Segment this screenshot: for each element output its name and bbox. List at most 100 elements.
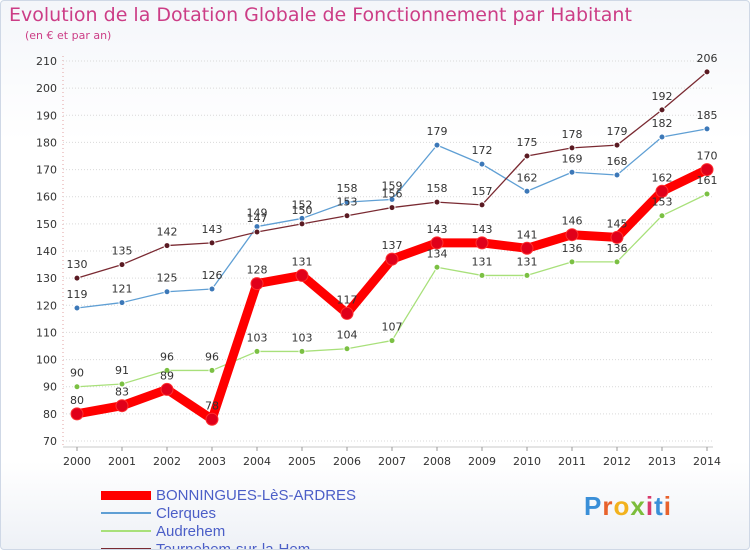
data-point	[118, 261, 126, 269]
data-label: 83	[115, 386, 129, 399]
x-tick-label: 2014	[693, 455, 721, 468]
data-label: 80	[70, 394, 84, 407]
chart-legend: BONNINGUES-LèS-ARDRES Clerques Audrehem Tou…	[101, 486, 356, 549]
data-label: 185	[697, 109, 718, 122]
data-point	[160, 382, 174, 396]
data-label: 142	[157, 226, 178, 239]
data-point	[523, 187, 531, 195]
data-label: 182	[652, 117, 673, 130]
data-point	[478, 201, 486, 209]
data-label: 136	[562, 242, 583, 255]
data-point	[613, 141, 621, 149]
logo-letter: i	[663, 491, 672, 521]
data-point	[433, 141, 441, 149]
data-label: 157	[472, 185, 493, 198]
legend-item: Clerques	[101, 504, 356, 522]
x-tick-label: 2003	[198, 455, 226, 468]
data-label: 119	[67, 288, 88, 301]
logo-letter: P	[584, 491, 603, 521]
data-point	[343, 198, 351, 206]
y-tick-label: 200	[36, 82, 57, 95]
x-tick-label: 2007	[378, 455, 406, 468]
data-label: 147	[247, 212, 268, 225]
data-label: 152	[292, 198, 313, 211]
data-point	[295, 268, 309, 282]
proxiti-logo: Proxiti	[584, 491, 672, 522]
data-point	[613, 171, 621, 179]
legend-label: BONNINGUES-LèS-ARDRES	[156, 486, 357, 504]
x-tick-label: 2011	[558, 455, 586, 468]
data-label: 137	[382, 239, 403, 252]
y-tick-label: 130	[36, 272, 57, 285]
y-tick-label: 210	[36, 55, 57, 68]
data-point	[343, 212, 351, 220]
data-label: 162	[517, 171, 538, 184]
data-point	[163, 242, 171, 250]
data-label: 159	[382, 179, 403, 192]
data-point	[658, 133, 666, 141]
y-tick-label: 70	[43, 435, 57, 448]
data-point	[250, 277, 264, 291]
legend-item: Tournehem-sur-la-Hem	[101, 540, 356, 549]
data-label: 179	[427, 125, 448, 138]
data-label: 206	[697, 52, 718, 65]
data-point	[343, 345, 351, 353]
legend-label: Clerques	[156, 504, 217, 522]
data-point	[523, 152, 531, 160]
x-tick-label: 2006	[333, 455, 361, 468]
chart-subtitle: (en € et par an)	[25, 29, 112, 42]
data-point	[478, 160, 486, 168]
data-label: 90	[70, 367, 84, 380]
y-tick-label: 120	[36, 299, 57, 312]
y-tick-label: 180	[36, 136, 57, 149]
data-label: 104	[337, 329, 358, 342]
data-label: 125	[157, 272, 178, 285]
data-point	[523, 271, 531, 279]
data-point	[703, 68, 711, 76]
data-point	[565, 228, 579, 242]
logo-letter: t	[654, 491, 664, 521]
data-point	[478, 271, 486, 279]
data-point	[208, 239, 216, 247]
data-label: 168	[607, 155, 628, 168]
legend-item: BONNINGUES-LèS-ARDRES	[101, 486, 356, 504]
data-point	[385, 252, 399, 266]
data-label: 158	[427, 182, 448, 195]
logo-letter: i	[645, 491, 655, 521]
data-label: 78	[205, 399, 219, 412]
data-label: 96	[160, 350, 174, 363]
x-tick-label: 2000	[63, 455, 91, 468]
y-tick-label: 150	[36, 218, 57, 231]
data-point	[568, 168, 576, 176]
x-tick-label: 2005	[288, 455, 316, 468]
data-label: 172	[472, 144, 493, 157]
x-tick-label: 2002	[153, 455, 181, 468]
data-label: 131	[517, 255, 538, 268]
data-point	[388, 204, 396, 212]
data-label: 175	[517, 136, 538, 149]
data-point	[703, 190, 711, 198]
data-point	[700, 163, 714, 177]
data-label: 141	[517, 228, 538, 241]
data-point	[163, 288, 171, 296]
data-label: 126	[202, 269, 223, 282]
y-tick-label: 190	[36, 109, 57, 122]
x-tick-label: 2009	[468, 455, 496, 468]
data-point	[208, 366, 216, 374]
data-point	[298, 347, 306, 355]
data-label: 158	[337, 182, 358, 195]
data-point	[115, 399, 129, 413]
data-label: 149	[247, 207, 268, 220]
x-tick-label: 2012	[603, 455, 631, 468]
data-label: 170	[697, 150, 718, 163]
data-label: 131	[292, 255, 313, 268]
y-tick-label: 100	[36, 354, 57, 367]
data-point	[73, 383, 81, 391]
legend-swatch	[101, 548, 151, 549]
data-point	[388, 337, 396, 345]
legend-swatch	[101, 490, 151, 500]
y-tick-label: 140	[36, 245, 57, 258]
data-point	[430, 236, 444, 250]
data-label: 128	[247, 264, 268, 277]
